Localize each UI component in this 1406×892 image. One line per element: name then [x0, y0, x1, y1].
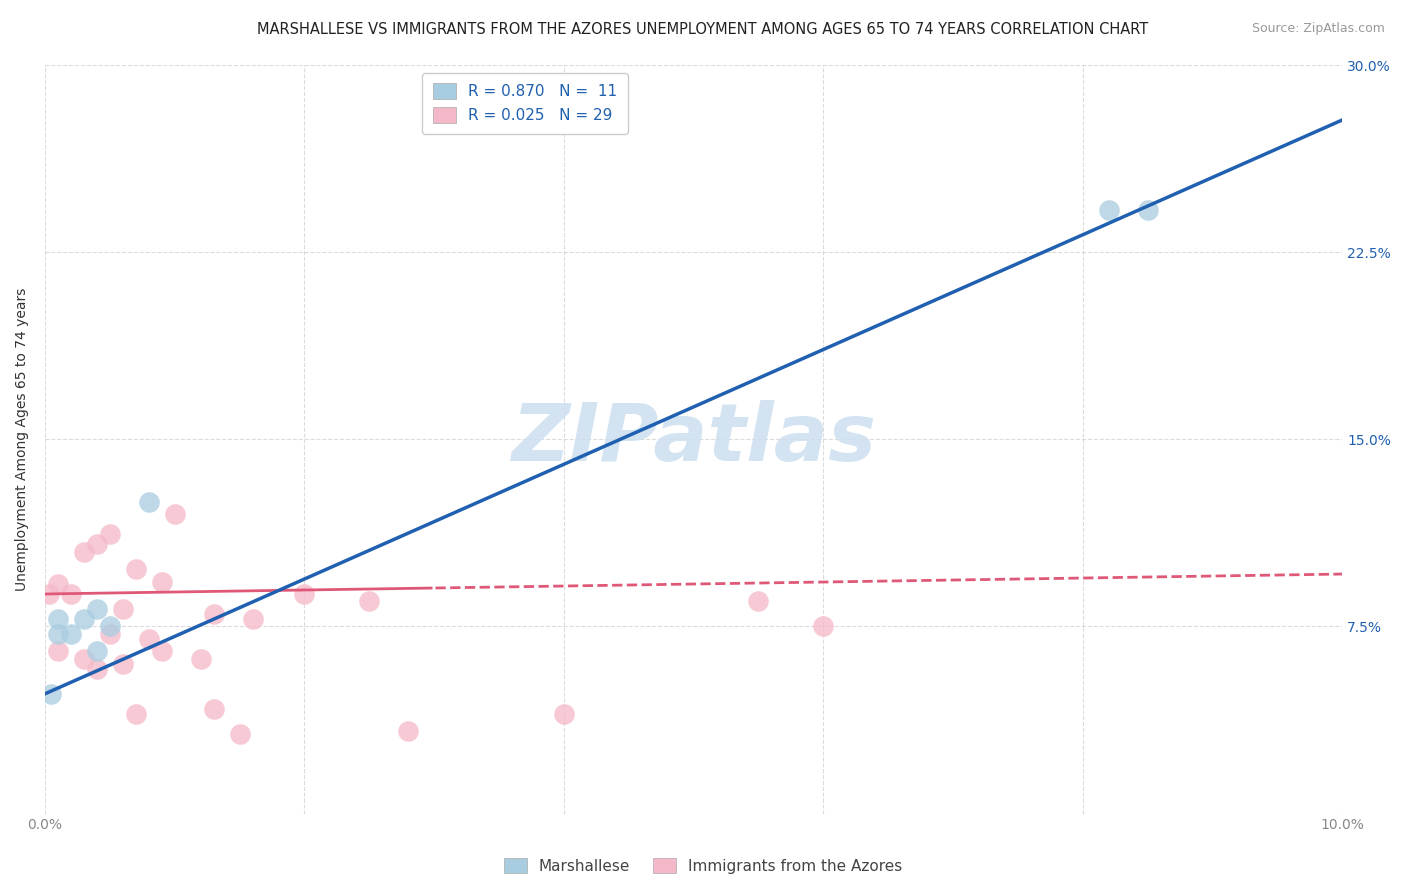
Point [396, 724, 419, 739]
Point [38, 587, 60, 601]
Point [747, 594, 769, 608]
Text: ZIPatlas: ZIPatlas [512, 401, 876, 478]
Y-axis label: Unemployment Among Ages 65 to 74 years: Unemployment Among Ages 65 to 74 years [15, 287, 30, 591]
Point [98, 627, 121, 641]
Point [1098, 202, 1121, 217]
Point [59, 587, 82, 601]
Point [125, 706, 148, 721]
Point [73, 652, 96, 666]
Point [86, 662, 108, 676]
Point [59, 627, 82, 641]
Point [228, 727, 250, 741]
Text: MARSHALLESE VS IMMIGRANTS FROM THE AZORES UNEMPLOYMENT AMONG AGES 65 TO 74 YEARS: MARSHALLESE VS IMMIGRANTS FROM THE AZORE… [257, 22, 1149, 37]
Point [73, 544, 96, 558]
Point [553, 706, 575, 721]
Point [190, 652, 212, 666]
Point [86, 537, 108, 551]
Point [294, 587, 316, 601]
Point [150, 574, 173, 589]
Point [202, 702, 225, 716]
Point [125, 562, 148, 576]
Point [150, 644, 173, 658]
Point [138, 632, 160, 646]
Point [46, 627, 69, 641]
Point [813, 619, 835, 633]
Legend: R = 0.870   N =  11, R = 0.025   N = 29: R = 0.870 N = 11, R = 0.025 N = 29 [422, 73, 628, 134]
Point [73, 612, 96, 626]
Point [1136, 202, 1159, 217]
Point [46, 577, 69, 591]
Point [46, 612, 69, 626]
Point [98, 527, 121, 541]
Point [242, 612, 264, 626]
Point [138, 494, 160, 508]
Text: Source: ZipAtlas.com: Source: ZipAtlas.com [1251, 22, 1385, 36]
Point [86, 644, 108, 658]
Point [86, 602, 108, 616]
Point [111, 602, 134, 616]
Point [111, 657, 134, 671]
Point [163, 507, 186, 521]
Point [41, 687, 63, 701]
Point [202, 607, 225, 621]
Point [46, 644, 69, 658]
Legend: Marshallese, Immigrants from the Azores: Marshallese, Immigrants from the Azores [498, 852, 908, 880]
Point [98, 619, 121, 633]
Point [359, 594, 381, 608]
